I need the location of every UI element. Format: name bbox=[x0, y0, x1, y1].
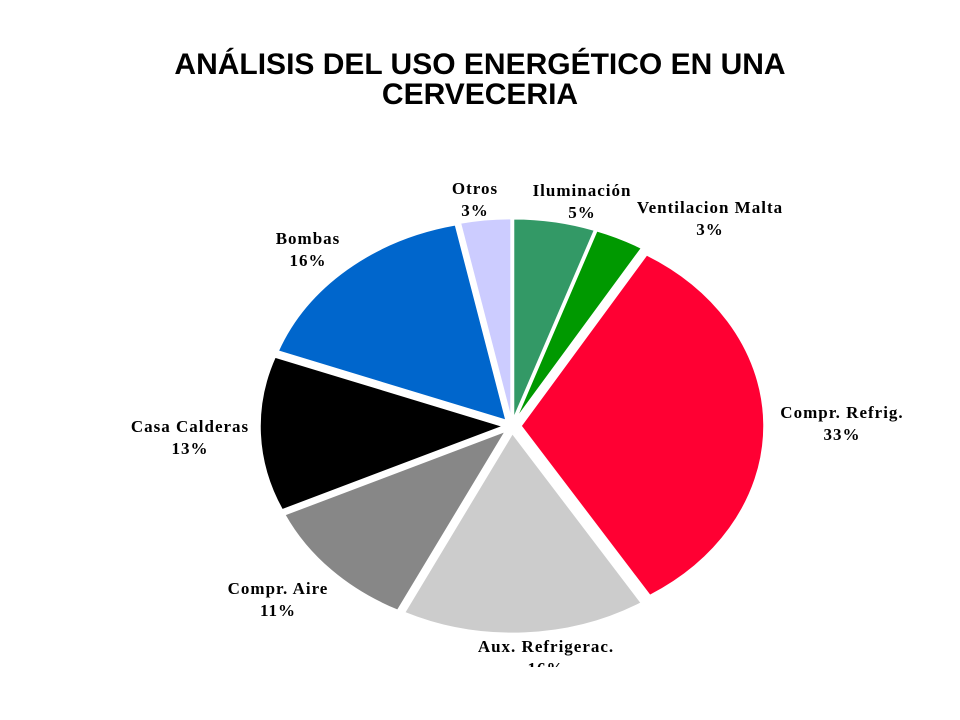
slice-label-ventilacion-malta: Ventilacion Malta bbox=[637, 198, 783, 217]
slice-label-bombas: Bombas bbox=[276, 229, 341, 248]
pie-slice-bombas bbox=[277, 223, 508, 422]
pie-slices bbox=[259, 217, 765, 635]
slice-value-compr-refrig: 33% bbox=[824, 425, 861, 444]
pie-slice-ventilacion-malta bbox=[515, 229, 643, 420]
slice-label-aux-refrigerac: Aux. Refrigerac. bbox=[478, 637, 614, 656]
slice-label-compr-refrig: Compr. Refrig. bbox=[780, 403, 903, 422]
slice-label-casa-calderas: Casa Calderas bbox=[131, 417, 249, 436]
chart-title: ANÁLISIS DEL USO ENERGÉTICO EN UNA CERVE… bbox=[0, 50, 960, 110]
slice-value-ventilacion-malta: 3% bbox=[696, 220, 724, 239]
slice-value-aux-refrigerac: 16% bbox=[528, 659, 565, 678]
chart-title-line-2: CERVECERIA bbox=[381, 78, 579, 111]
slice-value-otros: 3% bbox=[461, 201, 489, 220]
slice-label-iluminacion: Iluminación bbox=[533, 181, 632, 200]
slice-value-compr-aire: 11% bbox=[260, 601, 296, 620]
chart-title-line-1: ANÁLISIS DEL USO ENERGÉTICO EN UNA bbox=[174, 48, 786, 81]
pie-slice-compr-aire bbox=[283, 429, 508, 612]
slice-label-otros: Otros bbox=[452, 179, 498, 198]
pie-slice-otros bbox=[459, 217, 512, 419]
pie-slice-iluminacion bbox=[512, 217, 596, 419]
pie-slice-aux-refrigerac bbox=[403, 432, 643, 635]
slice-value-casa-calderas: 13% bbox=[172, 439, 209, 458]
slice-value-iluminacion: 5% bbox=[568, 203, 596, 222]
slice-label-compr-aire: Compr. Aire bbox=[228, 579, 329, 598]
pie-labels: Iluminación 5% Ventilacion Malta 3% Compr. R… bbox=[131, 179, 903, 678]
pie-slice-compr-refrig bbox=[520, 253, 765, 597]
slice-value-bombas: 16% bbox=[290, 251, 327, 270]
pie-slice-casa-calderas bbox=[259, 356, 506, 511]
